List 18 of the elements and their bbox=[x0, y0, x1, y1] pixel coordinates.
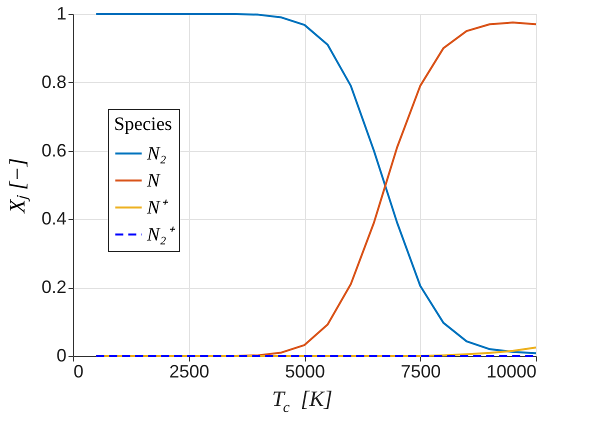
x-tick-label: 5000 bbox=[284, 362, 326, 382]
x-tick-label: 2500 bbox=[169, 362, 210, 382]
legend-label: N bbox=[146, 170, 161, 192]
x-tick-label: 10000 bbox=[486, 362, 536, 382]
y-tick-label: 0.4 bbox=[41, 208, 66, 229]
y-tick-label: 0.8 bbox=[41, 72, 66, 92]
legend-label: N₂ bbox=[146, 144, 167, 164]
x-tick-label: 7500 bbox=[400, 362, 441, 382]
x-tick-label: 0 bbox=[74, 362, 84, 382]
y-axis-title: Xⱼ [−] bbox=[4, 158, 30, 214]
y-tick-label: 0 bbox=[56, 346, 66, 366]
y-tick-label: 0.6 bbox=[41, 140, 66, 160]
legend-title: Species bbox=[114, 114, 172, 135]
y-tick-label: 0.2 bbox=[41, 277, 66, 298]
legend-label: N⁺ bbox=[146, 198, 169, 218]
legend-label: N₂⁺ bbox=[146, 224, 176, 246]
y-tick-label: 1 bbox=[56, 4, 66, 24]
line-series bbox=[95, 13, 537, 354]
